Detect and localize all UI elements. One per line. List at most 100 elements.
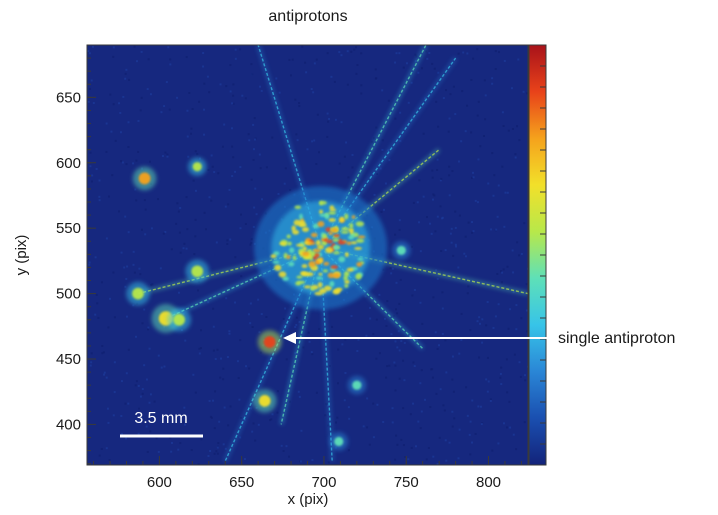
noise-pixel [118,210,121,213]
noise-pixel [468,433,471,436]
noise-pixel [372,332,375,335]
y-tick-label: 550 [56,220,81,237]
cluster-pixel [308,260,316,268]
noise-pixel [424,398,427,401]
noise-pixel [460,140,463,143]
noise-pixel [192,179,195,182]
noise-pixel [298,320,301,323]
noise-pixel [191,108,194,111]
noise-pixel [441,291,444,294]
cluster-pixel [298,220,306,227]
noise-pixel [212,307,215,310]
noise-pixel [169,436,172,439]
noise-pixel [254,439,257,442]
noise-pixel [298,105,301,108]
noise-pixel [193,253,196,256]
noise-pixel [506,191,509,194]
noise-pixel [139,109,142,112]
noise-pixel [398,52,401,55]
noise-pixel [311,353,314,356]
noise-pixel [398,377,401,380]
noise-pixel [327,120,330,123]
cluster-pixel [301,227,310,232]
noise-pixel [213,171,216,174]
noise-pixel [153,400,156,403]
noise-pixel [190,132,193,135]
noise-pixel [449,93,452,96]
noise-pixel [336,416,339,419]
noise-pixel [402,407,405,410]
noise-pixel [313,139,316,142]
noise-pixel [436,168,439,171]
noise-pixel [355,72,358,75]
noise-pixel [472,176,475,179]
noise-pixel [164,230,167,233]
noise-pixel [210,154,213,157]
cluster-pixel [288,261,295,267]
cluster-pixel [321,241,328,246]
noise-pixel [481,341,484,344]
noise-pixel [299,460,302,463]
noise-pixel [466,414,469,417]
noise-pixel [138,267,141,270]
noise-pixel [434,230,437,233]
noise-pixel [188,92,191,95]
noise-pixel [412,402,415,405]
hotspot [191,265,204,278]
noise-pixel [452,85,455,88]
noise-pixel [234,48,237,51]
noise-pixel [198,100,201,103]
noise-pixel [516,125,519,128]
noise-pixel [214,358,217,361]
noise-pixel [315,163,318,166]
noise-pixel [448,441,451,444]
noise-pixel [412,361,415,364]
noise-pixel [416,201,419,204]
noise-pixel [403,341,406,344]
noise-pixel [451,425,454,428]
noise-pixel [251,325,254,328]
noise-pixel [497,184,500,187]
noise-pixel [431,198,434,201]
noise-pixel [271,136,274,139]
noise-pixel [400,340,403,343]
noise-pixel [505,426,508,429]
cluster-pixel [303,285,312,289]
noise-pixel [260,198,263,201]
cluster-pixel [355,273,362,280]
noise-pixel [484,94,487,97]
noise-pixel [232,83,235,86]
noise-pixel [431,176,434,179]
noise-pixel [368,443,371,446]
noise-pixel [501,271,504,274]
noise-pixel [229,405,232,408]
noise-pixel [495,228,498,231]
noise-pixel [464,255,467,258]
noise-pixel [91,174,94,177]
noise-pixel [289,400,292,403]
noise-pixel [365,334,368,337]
noise-pixel [248,139,251,142]
hotspot [352,380,362,390]
noise-pixel [410,245,413,248]
noise-pixel [511,249,514,252]
noise-pixel [372,436,375,439]
noise-pixel [288,455,291,458]
noise-pixel [249,322,252,325]
noise-pixel [357,338,360,341]
noise-pixel [284,167,287,170]
noise-pixel [187,155,190,158]
noise-pixel [106,407,109,410]
noise-pixel [147,326,150,329]
noise-pixel [425,216,428,219]
noise-pixel [194,391,197,394]
noise-pixel [523,222,526,225]
cluster-pixel [310,287,315,291]
noise-pixel [203,108,206,111]
noise-pixel [239,227,242,230]
noise-pixel [497,303,500,306]
noise-pixel [356,349,359,352]
noise-pixel [170,441,173,444]
noise-pixel [407,458,410,461]
noise-pixel [170,450,173,453]
